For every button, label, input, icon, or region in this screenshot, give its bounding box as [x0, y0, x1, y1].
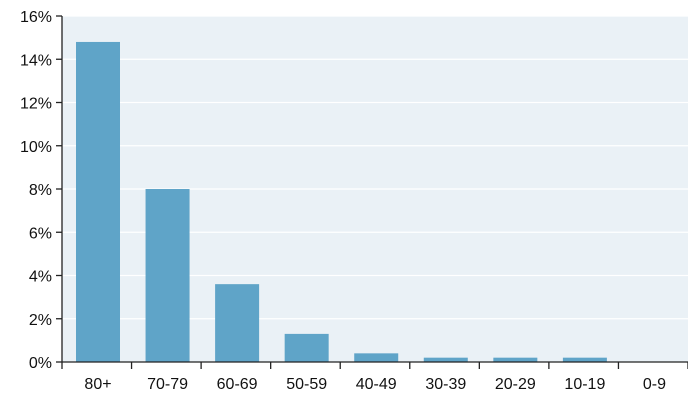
- y-tick-label: 10%: [20, 139, 52, 156]
- bar-30-39: [423, 357, 468, 362]
- y-tick-label: 14%: [20, 52, 52, 69]
- x-tick-label: 30-39: [425, 376, 466, 393]
- x-tick-label: 20-29: [495, 376, 536, 393]
- x-tick-label: 60-69: [217, 376, 258, 393]
- x-tick-label: 10-19: [564, 376, 605, 393]
- x-tick-label: 70-79: [147, 376, 188, 393]
- x-tick-label: 80+: [84, 376, 111, 393]
- bar-60-69: [215, 284, 260, 362]
- bar-70-79: [145, 189, 190, 362]
- bars: [76, 41, 607, 362]
- y-tick-label: 8%: [29, 182, 52, 199]
- bar-10-19: [562, 357, 607, 362]
- bar-20-29: [493, 357, 538, 362]
- x-tick-label: 50-59: [286, 376, 327, 393]
- y-tick-label: 2%: [29, 312, 52, 329]
- x-tick-label: 0-9: [643, 376, 666, 393]
- y-tick-label: 6%: [29, 225, 52, 242]
- y-tick-label: 16%: [20, 9, 52, 26]
- bar-40-49: [354, 353, 399, 362]
- x-axis: 80+ 70-79 60-69 50-59 40-49 30-39 20-29 10-19 0-…: [61, 361, 688, 393]
- bar-80+: [76, 41, 120, 362]
- y-axis: 0% 2% 4% 6% 8% 10% 12% 14% 16%: [20, 9, 63, 372]
- y-tick-label: 12%: [20, 96, 52, 113]
- y-tick-label: 4%: [29, 269, 52, 286]
- bar-50-59: [284, 333, 329, 362]
- x-tick-label: 40-49: [356, 376, 397, 393]
- y-tick-label: 0%: [29, 355, 52, 372]
